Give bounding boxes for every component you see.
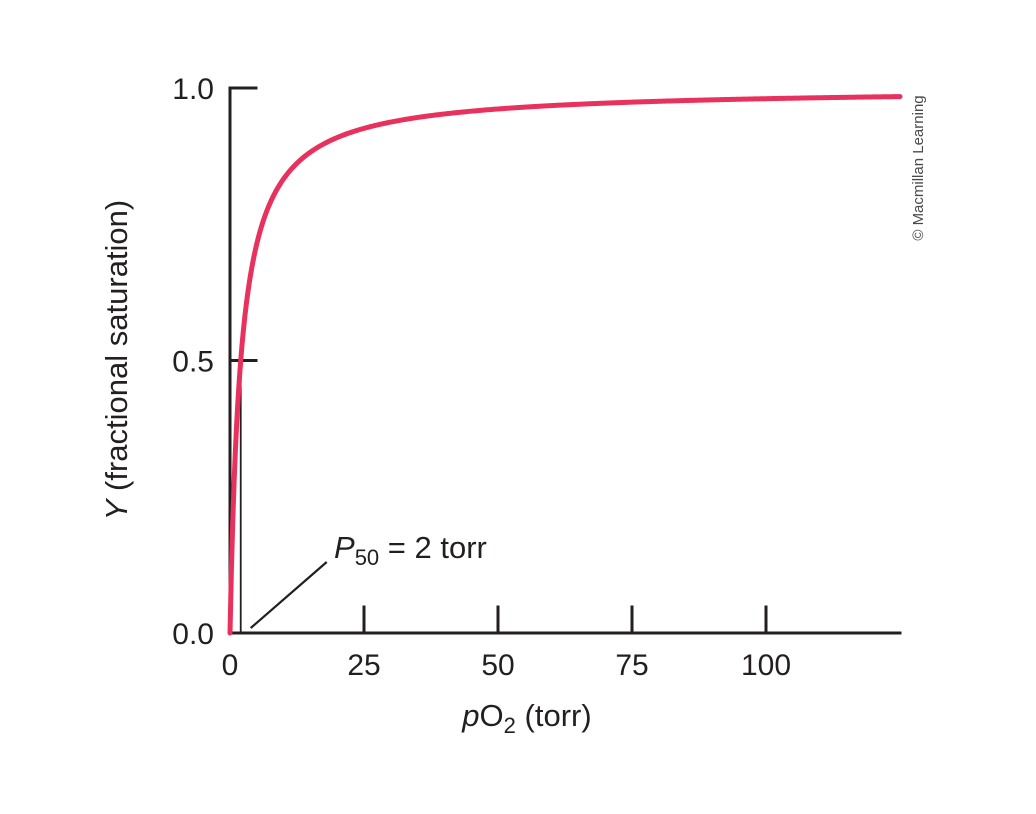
x-axis-label: pO2 (torr) <box>461 698 591 738</box>
y-axis-label-variable: Y <box>99 497 134 520</box>
p50-annotation-subscript: 50 <box>355 545 379 570</box>
y-axis-label-suffix: (fractional saturation) <box>99 200 134 500</box>
y-tick-label: 0.5 <box>172 346 214 379</box>
x-tick-label: 0 <box>222 649 239 682</box>
p50-leader-line <box>249 561 328 629</box>
copyright-credit: © Macmillan Learning <box>910 95 927 240</box>
saturation-curve <box>227 94 903 636</box>
p50-annotation-variable: P <box>334 530 355 565</box>
y-tick-label: 1.0 <box>172 73 214 106</box>
x-tick-label: 75 <box>615 649 648 682</box>
p50-annotation-suffix: = 2 torr <box>379 530 487 565</box>
y-axis-label: Y (fractional saturation) <box>99 200 134 521</box>
x-tick-label: 100 <box>741 649 791 682</box>
y-tick-label: 0.0 <box>172 618 214 651</box>
x-axis-label-subscript: 2 <box>504 713 516 738</box>
p50-annotation: P50 = 2 torr <box>334 530 487 570</box>
x-axis-label-suffix: (torr) <box>516 698 592 733</box>
x-axis-label-variable: p <box>461 698 479 733</box>
x-axis-label-main: O <box>480 698 504 733</box>
x-tick-label: 25 <box>347 649 380 682</box>
chart-generated-layer: 0.0 0.5 1.0 0 25 50 75 100 <box>172 73 903 682</box>
x-tick-label: 50 <box>481 649 514 682</box>
